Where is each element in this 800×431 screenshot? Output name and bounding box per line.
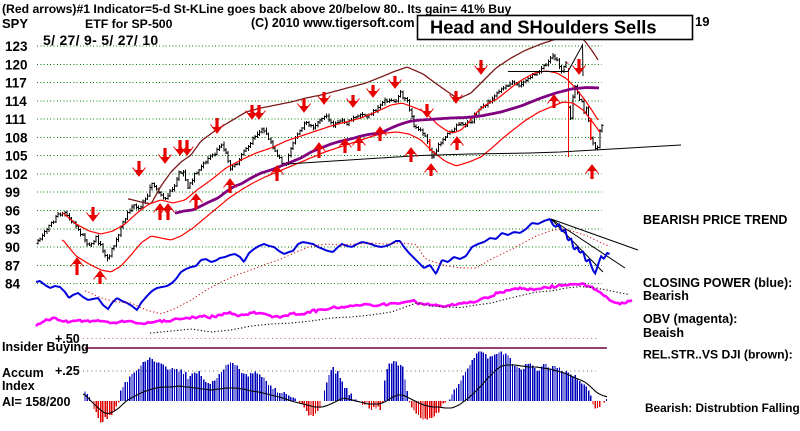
- svg-text:CLOSING POWER (blue):: CLOSING POWER (blue):: [643, 276, 792, 290]
- svg-text:REL.STR..VS DJI (brown):: REL.STR..VS DJI (brown):: [643, 348, 793, 362]
- svg-text:ETF for SP-500: ETF for SP-500: [85, 17, 173, 31]
- svg-text:(C) 2010 www.tigersoft.com: (C) 2010 www.tigersoft.com: [251, 16, 414, 30]
- svg-text:117: 117: [5, 76, 27, 91]
- svg-text:111: 111: [5, 112, 27, 127]
- svg-text:114: 114: [5, 94, 27, 109]
- svg-text:+.50: +.50: [55, 332, 80, 346]
- svg-text:84: 84: [5, 277, 21, 292]
- svg-text:90: 90: [5, 240, 20, 255]
- svg-text:123: 123: [5, 39, 28, 54]
- svg-text:Accum: Accum: [2, 366, 44, 380]
- svg-text:SPY: SPY: [2, 16, 28, 31]
- svg-text:19: 19: [695, 14, 709, 29]
- svg-text:Bearish: Distrubtion Falling.: Bearish: Distrubtion Falling.: [645, 401, 800, 415]
- svg-text:96: 96: [5, 204, 21, 219]
- svg-text:5/ 27/ 9- 5/ 27/ 10: 5/ 27/ 9- 5/ 27/ 10: [43, 32, 158, 48]
- svg-text:87: 87: [5, 258, 20, 273]
- svg-text:102: 102: [5, 167, 28, 182]
- svg-text:108: 108: [5, 130, 28, 145]
- svg-text:Beaish: Beaish: [643, 326, 684, 340]
- svg-text:Bearish: Bearish: [643, 289, 689, 303]
- svg-text:+.25: +.25: [55, 364, 80, 378]
- svg-text:93: 93: [5, 222, 21, 237]
- svg-text:Insider Buying: Insider Buying: [2, 340, 89, 354]
- svg-text:AI= 158/200: AI= 158/200: [2, 395, 71, 409]
- svg-text:Head and SHoulders Sells: Head and SHoulders Sells: [430, 17, 657, 38]
- svg-text:(Red arrows)#1 Indicator=5-d S: (Red arrows)#1 Indicator=5-d St-KLine go…: [2, 2, 512, 16]
- svg-text:OBV (magenta):: OBV (magenta):: [643, 312, 737, 326]
- svg-text:BEARISH PRICE TREND: BEARISH PRICE TREND: [643, 213, 787, 227]
- svg-text:Index: Index: [2, 379, 35, 393]
- svg-text:120: 120: [5, 57, 28, 72]
- svg-text:99: 99: [5, 185, 20, 200]
- svg-text:105: 105: [5, 149, 28, 164]
